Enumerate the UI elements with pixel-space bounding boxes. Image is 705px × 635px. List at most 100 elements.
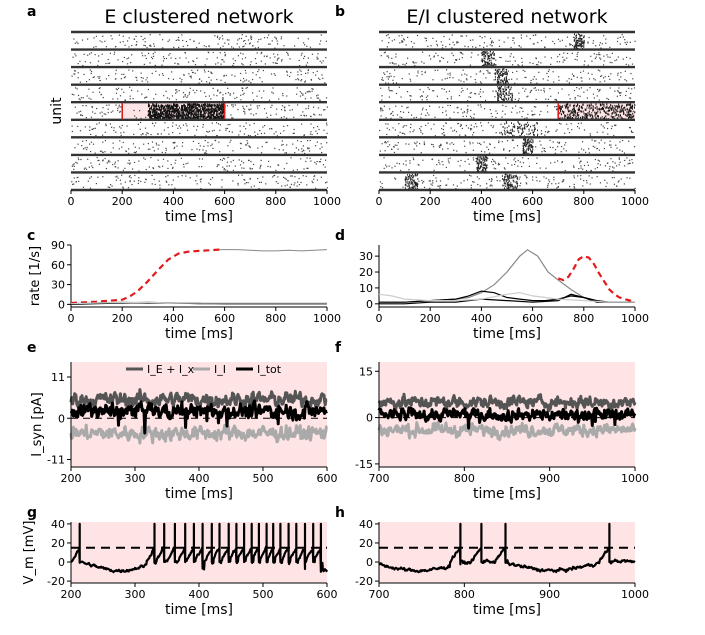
burst-dot <box>507 177 509 179</box>
spike-dot <box>379 150 381 152</box>
spike-dot <box>421 99 423 101</box>
spike-dot <box>71 93 73 95</box>
spike-dot <box>251 36 253 38</box>
spike-dot <box>212 87 214 90</box>
burst-dot <box>210 115 212 118</box>
burst-dot <box>596 106 598 109</box>
burst-dot <box>519 123 521 125</box>
burst-dot <box>620 116 622 119</box>
spike-dot <box>280 36 283 38</box>
spike-dot <box>307 57 309 59</box>
spike-dot <box>491 179 493 181</box>
spike-dot <box>390 117 392 119</box>
burst-dot <box>407 180 409 183</box>
spike-dot <box>599 75 602 77</box>
burst-dot <box>505 185 507 188</box>
spike-dot <box>302 149 304 151</box>
spike-dot <box>521 64 523 66</box>
spike-dot <box>524 117 526 119</box>
burst-dot <box>497 68 499 71</box>
spike-dot <box>230 161 232 163</box>
burst-dot <box>185 109 187 112</box>
burst-dot <box>576 45 578 48</box>
burst-dot <box>482 167 484 169</box>
spike-dot <box>531 114 533 116</box>
spike-dot <box>198 166 200 168</box>
burst-dot <box>405 184 407 187</box>
spike-dot <box>617 74 619 76</box>
spike-dot <box>314 175 316 177</box>
burst-dot <box>477 161 479 164</box>
spike-dot <box>123 77 126 79</box>
burst-dot <box>573 114 575 117</box>
spike-dot <box>88 88 90 90</box>
burst-dot <box>481 163 483 166</box>
spike-dot <box>79 130 82 132</box>
spike-dot <box>475 157 477 159</box>
spike-dot <box>244 39 246 42</box>
spike-dot <box>80 158 82 161</box>
spike-dot <box>261 97 263 99</box>
spike-dot <box>590 55 592 57</box>
burst-dot <box>578 45 580 47</box>
spike-dot <box>225 129 227 131</box>
spike-dot <box>158 144 160 146</box>
burst-dot <box>517 121 519 123</box>
burst-dot <box>217 104 219 107</box>
spike-dot <box>626 157 628 159</box>
spike-dot <box>92 143 95 145</box>
spike-dot <box>140 72 142 74</box>
burst-dot <box>163 113 165 116</box>
burst-dot <box>483 64 485 67</box>
spike-dot <box>402 186 404 188</box>
spike-dot <box>472 159 475 161</box>
burst-dot <box>525 140 527 143</box>
spike-dot <box>140 117 142 119</box>
spike-dot <box>294 152 296 154</box>
spike-dot <box>480 125 483 127</box>
spike-dot <box>605 111 608 113</box>
spike-dot <box>85 105 87 107</box>
burst-dot <box>527 121 529 124</box>
spike-dot <box>381 143 383 145</box>
spike-dot <box>597 159 599 161</box>
burst-dot <box>523 142 525 145</box>
spike-dot <box>182 39 184 42</box>
burst-dot <box>164 117 166 120</box>
spike-dot <box>278 149 280 151</box>
burst-dot <box>177 104 179 107</box>
burst-dot <box>485 51 487 54</box>
spike-dot <box>316 141 318 143</box>
spike-dot <box>244 80 246 82</box>
spike-dot <box>178 63 180 65</box>
spike-dot <box>511 164 513 166</box>
burst-dot <box>594 106 596 109</box>
spike-dot <box>420 131 422 133</box>
burst-dot <box>531 144 533 147</box>
spike-dot <box>315 95 318 97</box>
spike-dot <box>133 38 135 40</box>
burst-dot <box>522 130 524 133</box>
spike-dot <box>172 131 174 134</box>
spike-dot <box>585 170 588 172</box>
spike-dot <box>460 123 462 126</box>
spike-dot <box>449 117 451 119</box>
spike-dot <box>472 157 474 159</box>
burst-dot <box>153 105 155 108</box>
burst-dot <box>532 141 534 144</box>
burst-dot <box>172 113 174 116</box>
burst-dot <box>577 108 579 111</box>
burst-dot <box>628 109 630 112</box>
burst-dot <box>478 169 480 172</box>
spike-dot <box>391 148 393 150</box>
spike-dot <box>464 145 466 147</box>
spike-dot <box>77 176 79 179</box>
spike-dot <box>128 37 130 39</box>
spike-dot <box>465 124 467 127</box>
burst-dot <box>148 114 150 117</box>
spike-dot <box>566 57 568 59</box>
spike-dot <box>77 42 79 45</box>
spike-dot <box>619 149 621 151</box>
spike-dot <box>260 132 263 135</box>
